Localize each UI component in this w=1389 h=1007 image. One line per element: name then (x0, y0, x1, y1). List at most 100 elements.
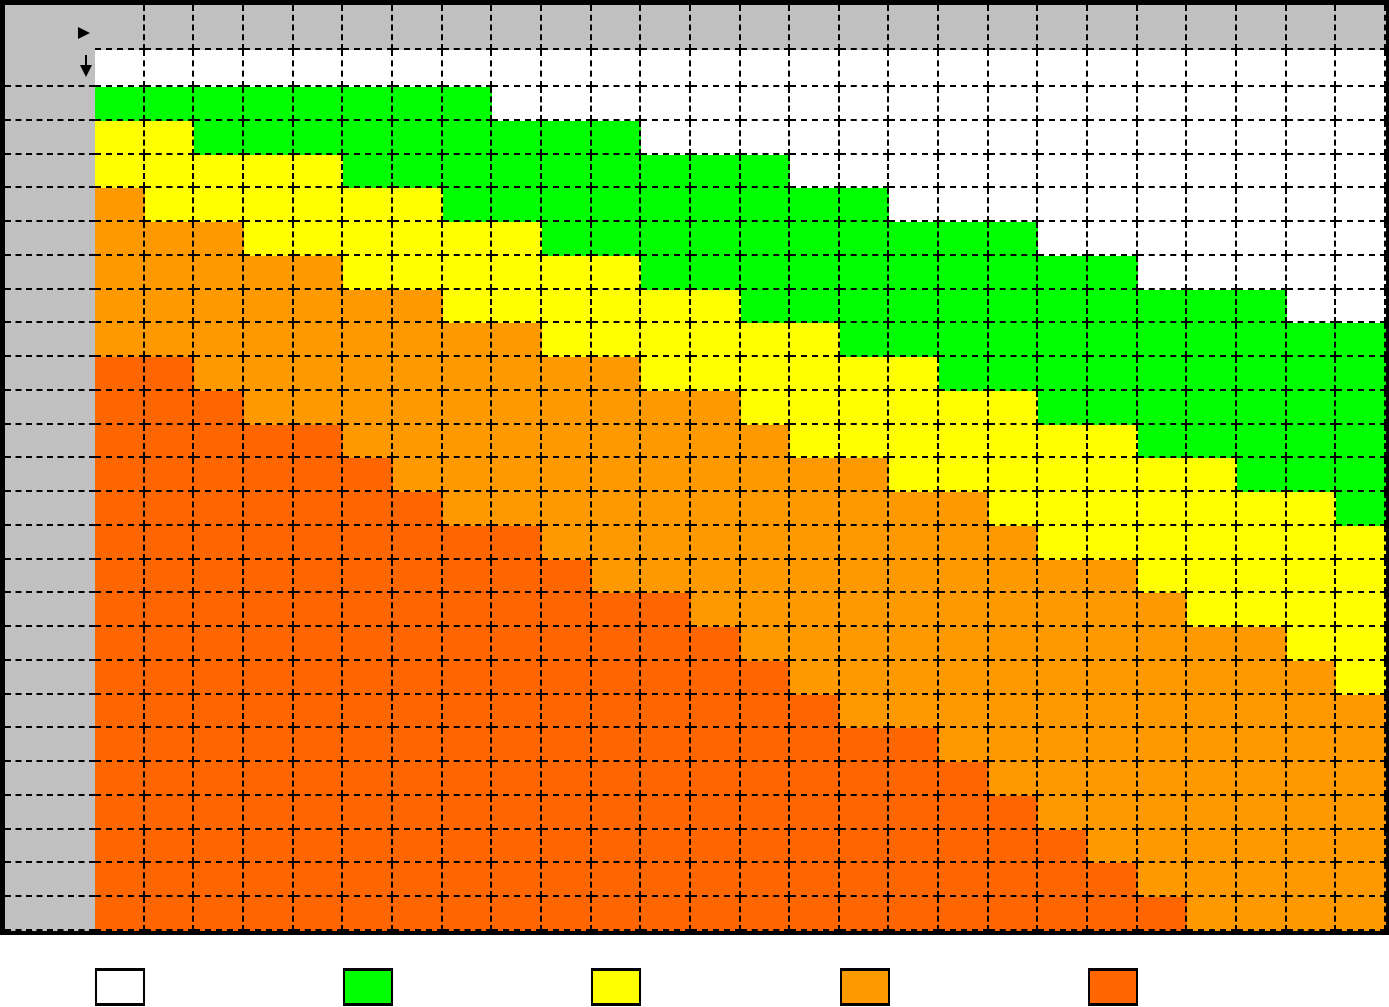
heatmap-cell (542, 796, 592, 830)
heatmap-cell (1187, 188, 1237, 222)
heatmap-cell (393, 323, 443, 357)
heatmap-cell (294, 290, 343, 323)
heatmap-cell (592, 560, 641, 593)
heatmap-cell (691, 256, 741, 290)
heatmap-cell (1237, 155, 1287, 188)
column-header-cell (1237, 5, 1287, 50)
heatmap-cell (393, 728, 443, 762)
heatmap-cell (1138, 87, 1187, 121)
heatmap-cell (889, 661, 939, 695)
heatmap-cell (443, 863, 492, 897)
heatmap-cell (294, 830, 343, 863)
heatmap-cell (989, 695, 1038, 728)
heatmap-cell (641, 796, 691, 830)
heatmap-cell (840, 627, 889, 661)
heatmap-cell (989, 290, 1038, 323)
heatmap-cell (443, 897, 492, 931)
heatmap-cell (1336, 425, 1386, 458)
heatmap-cell (1287, 50, 1336, 87)
heatmap-cell (641, 425, 691, 458)
heatmap-cell (542, 121, 592, 155)
heatmap-cell (1336, 222, 1386, 256)
heatmap-cell (691, 695, 741, 728)
heatmap-cell (889, 458, 939, 492)
heatmap-cell (492, 560, 542, 593)
heatmap-cell (393, 50, 443, 87)
heatmap-cell (641, 661, 691, 695)
heatmap-cell (1138, 222, 1187, 256)
heatmap-cell (343, 796, 393, 830)
heatmap-cell (95, 560, 145, 593)
heatmap-cell (95, 593, 145, 627)
heatmap-cell (1237, 391, 1287, 425)
heatmap-cell (790, 863, 840, 897)
row-header-cell (5, 256, 95, 290)
heatmap-cell (641, 50, 691, 87)
heatmap-cell (889, 526, 939, 560)
heatmap-cell (1038, 897, 1088, 931)
row-header-cell (5, 830, 95, 863)
heatmap-cell (145, 458, 194, 492)
heatmap-cell (294, 256, 343, 290)
heatmap-cell (492, 796, 542, 830)
heatmap-cell (1237, 290, 1287, 323)
heatmap-cell (1287, 661, 1336, 695)
heatmap-cell (542, 897, 592, 931)
heatmap-cell (741, 593, 790, 627)
heatmap-cell (989, 87, 1038, 121)
heatmap-cell (492, 762, 542, 796)
heatmap-cell (989, 188, 1038, 222)
heatmap-cell (939, 762, 989, 796)
heatmap-cell (393, 290, 443, 323)
heatmap-cell (343, 560, 393, 593)
heatmap-cell (1237, 87, 1287, 121)
heatmap-cell (1038, 762, 1088, 796)
heatmap-cell (840, 458, 889, 492)
heatmap-cell (95, 762, 145, 796)
heatmap-cell (790, 560, 840, 593)
heatmap-cell (1336, 290, 1386, 323)
row-header-cell (5, 357, 95, 391)
heatmap-cell (1187, 593, 1237, 627)
heatmap-cell (443, 357, 492, 391)
heatmap-cell (691, 188, 741, 222)
heatmap-cell (343, 256, 393, 290)
heatmap-cell (1287, 256, 1336, 290)
heatmap-cell (1237, 728, 1287, 762)
heatmap-cell (790, 661, 840, 695)
heatmap-cell (294, 593, 343, 627)
heatmap-cell (95, 188, 145, 222)
heatmap-cell (1336, 897, 1386, 931)
heatmap-cell (393, 492, 443, 526)
heatmap-cell (393, 256, 443, 290)
heatmap-cell (1187, 627, 1237, 661)
heatmap-cell (1088, 357, 1138, 391)
heatmap-cell (989, 593, 1038, 627)
heatmap-cell (1336, 391, 1386, 425)
heatmap-cell (1187, 222, 1237, 256)
heatmap-cell (492, 391, 542, 425)
heatmap-cell (294, 222, 343, 256)
legend-swatch (95, 968, 145, 1006)
heatmap-cell (592, 87, 641, 121)
heatmap-cell (592, 121, 641, 155)
heatmap-cell (1138, 897, 1187, 931)
heatmap-cell (1038, 155, 1088, 188)
heatmap-cell (840, 661, 889, 695)
heatmap-cell (741, 560, 790, 593)
heatmap-cell (592, 290, 641, 323)
heatmap-cell (790, 222, 840, 256)
column-header-cell (641, 5, 691, 50)
heatmap-cell (443, 492, 492, 526)
heatmap-cell (691, 863, 741, 897)
heatmap-cell (1138, 425, 1187, 458)
heatmap-cell (592, 188, 641, 222)
heatmap-cell (294, 728, 343, 762)
heatmap-cell (1336, 661, 1386, 695)
heatmap-cell (244, 762, 294, 796)
heatmap-cell (741, 323, 790, 357)
heatmap-cell (244, 391, 294, 425)
heatmap-cell (95, 458, 145, 492)
heatmap-cell (1287, 627, 1336, 661)
heatmap-cell (939, 50, 989, 87)
